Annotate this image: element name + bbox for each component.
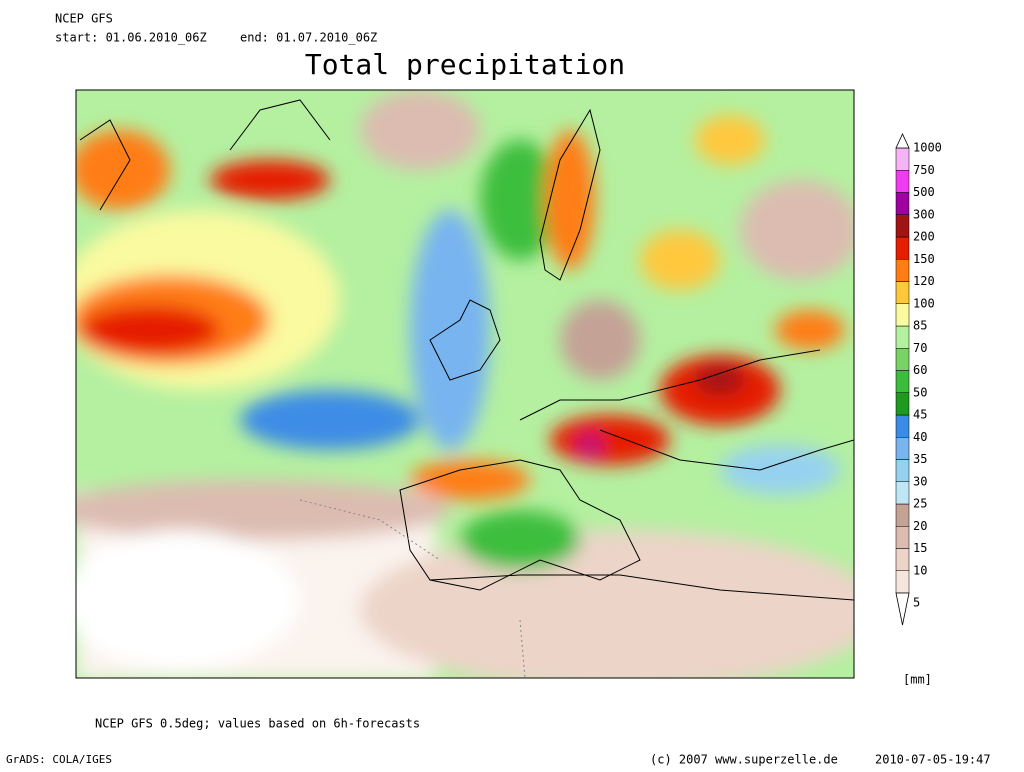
footer-note: NCEP GFS 0.5deg; values based on 6h-fore… (95, 717, 420, 731)
legend-label: 300 (913, 207, 935, 221)
legend-swatch (895, 414, 910, 438)
legend-swatch (895, 236, 910, 260)
legend-swatch (895, 526, 910, 549)
precip-map (76, 90, 854, 678)
legend-swatch (895, 570, 910, 594)
legend-swatch (895, 325, 910, 349)
legend-label: 120 (913, 274, 935, 288)
legend-label: 200 (913, 230, 935, 244)
timestamp: 2010-07-05-19:47 (875, 753, 991, 767)
legend: 5 10 15 20 25 30 35 40 45 50 60 70 85 100 120 150 200 300… (895, 133, 942, 626)
legend-label: 100 (913, 296, 935, 310)
legend-swatch (895, 481, 910, 505)
legend-swatch (895, 459, 910, 482)
legend-label: 35 (913, 452, 927, 466)
legend-label: 60 (913, 363, 927, 377)
unit: [mm] (903, 673, 932, 687)
legend-label: 20 (913, 519, 927, 533)
legend-label: 150 (913, 252, 935, 266)
legend-swatch (895, 192, 910, 215)
legend-label: 25 (913, 497, 927, 511)
legend-label: 750 (913, 163, 935, 177)
legend-label: 10 (913, 563, 927, 577)
legend-arrow-bottom (895, 592, 910, 626)
legend-arrow-top (895, 133, 910, 149)
legend-label: 30 (913, 474, 927, 488)
map-frame (75, 89, 855, 679)
legend-swatch (895, 437, 910, 460)
legend-swatch (895, 259, 910, 282)
start-time: start: 01.06.2010_06Z (55, 31, 207, 45)
legend-swatch (895, 147, 910, 171)
title: Total precipitation (305, 48, 625, 81)
legend-swatch (895, 170, 910, 193)
legend-swatch (895, 214, 910, 238)
legend-label: 15 (913, 541, 927, 555)
software: GrADS: COLA/IGES (6, 753, 112, 766)
copyright: (c) 2007 www.superzelle.de (650, 753, 838, 767)
model: NCEP GFS (55, 12, 113, 26)
legend-swatch (895, 303, 910, 327)
legend-label: 1000 (913, 141, 942, 155)
legend-swatch (895, 548, 910, 571)
legend-label: 85 (913, 319, 927, 333)
legend-swatch (895, 370, 910, 393)
legend-label: 40 (913, 430, 927, 444)
legend-label: 45 (913, 408, 927, 422)
end-time: end: 01.07.2010_06Z (240, 31, 377, 45)
legend-label: 70 (913, 341, 927, 355)
legend-label: 5 (913, 596, 920, 610)
legend-label: 500 (913, 185, 935, 199)
legend-swatch (895, 281, 910, 304)
legend-swatch (895, 392, 910, 416)
legend-swatch (895, 503, 910, 527)
legend-label: 50 (913, 385, 927, 399)
legend-swatch (895, 348, 910, 371)
